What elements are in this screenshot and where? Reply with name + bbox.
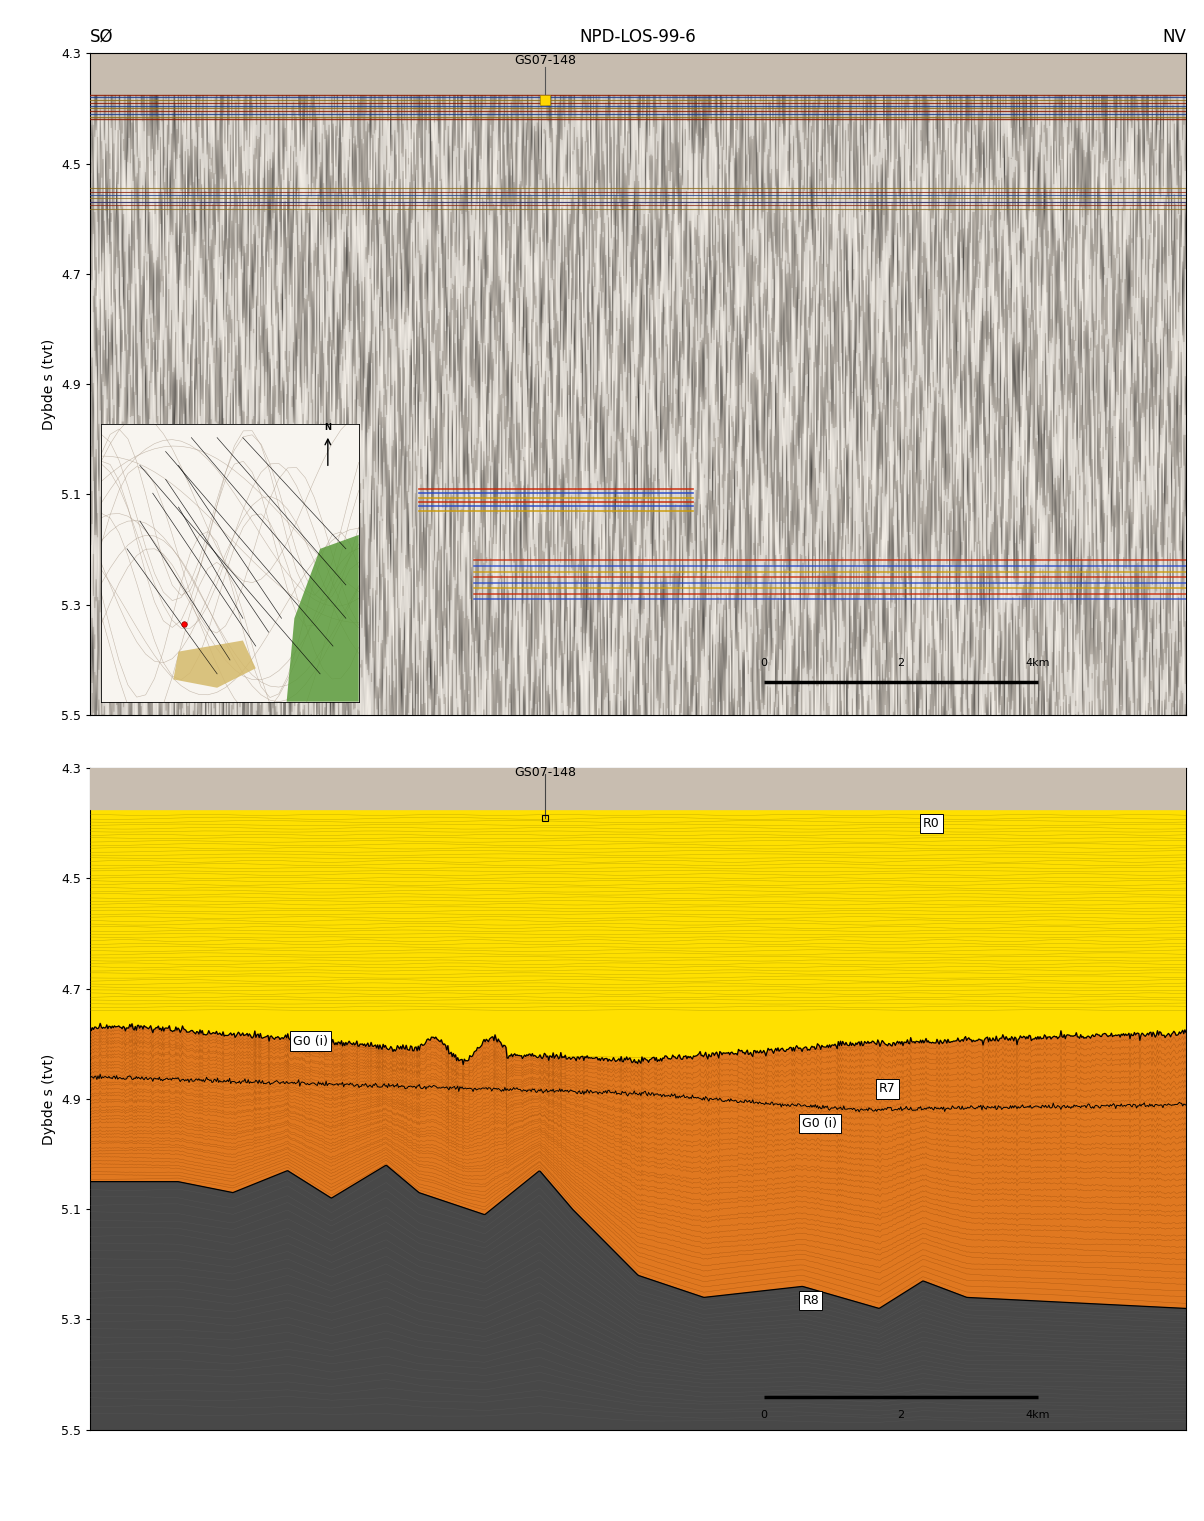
Text: 2: 2 bbox=[897, 659, 904, 668]
Text: 4km: 4km bbox=[1026, 659, 1050, 668]
Text: G0 (i): G0 (i) bbox=[293, 1034, 327, 1048]
Text: 4km: 4km bbox=[1026, 1410, 1050, 1421]
Y-axis label: Dybde s (tvt): Dybde s (tvt) bbox=[42, 1054, 55, 1144]
Text: 2: 2 bbox=[897, 1410, 904, 1421]
Text: G0 (i): G0 (i) bbox=[802, 1118, 838, 1130]
Text: GS07-148: GS07-148 bbox=[514, 55, 576, 67]
Text: GS07-148: GS07-148 bbox=[514, 767, 576, 779]
Text: SØ: SØ bbox=[90, 27, 114, 46]
Text: R8: R8 bbox=[802, 1294, 819, 1307]
Y-axis label: Dybde s (tvt): Dybde s (tvt) bbox=[42, 339, 55, 429]
Text: R7: R7 bbox=[879, 1083, 896, 1095]
Text: R0: R0 bbox=[923, 817, 940, 830]
Bar bbox=[90, 768, 1186, 809]
Text: 0: 0 bbox=[761, 1410, 768, 1421]
Text: NPD-LOS-99-6: NPD-LOS-99-6 bbox=[580, 27, 696, 46]
Text: NV: NV bbox=[1162, 27, 1186, 46]
Text: 0: 0 bbox=[761, 659, 768, 668]
